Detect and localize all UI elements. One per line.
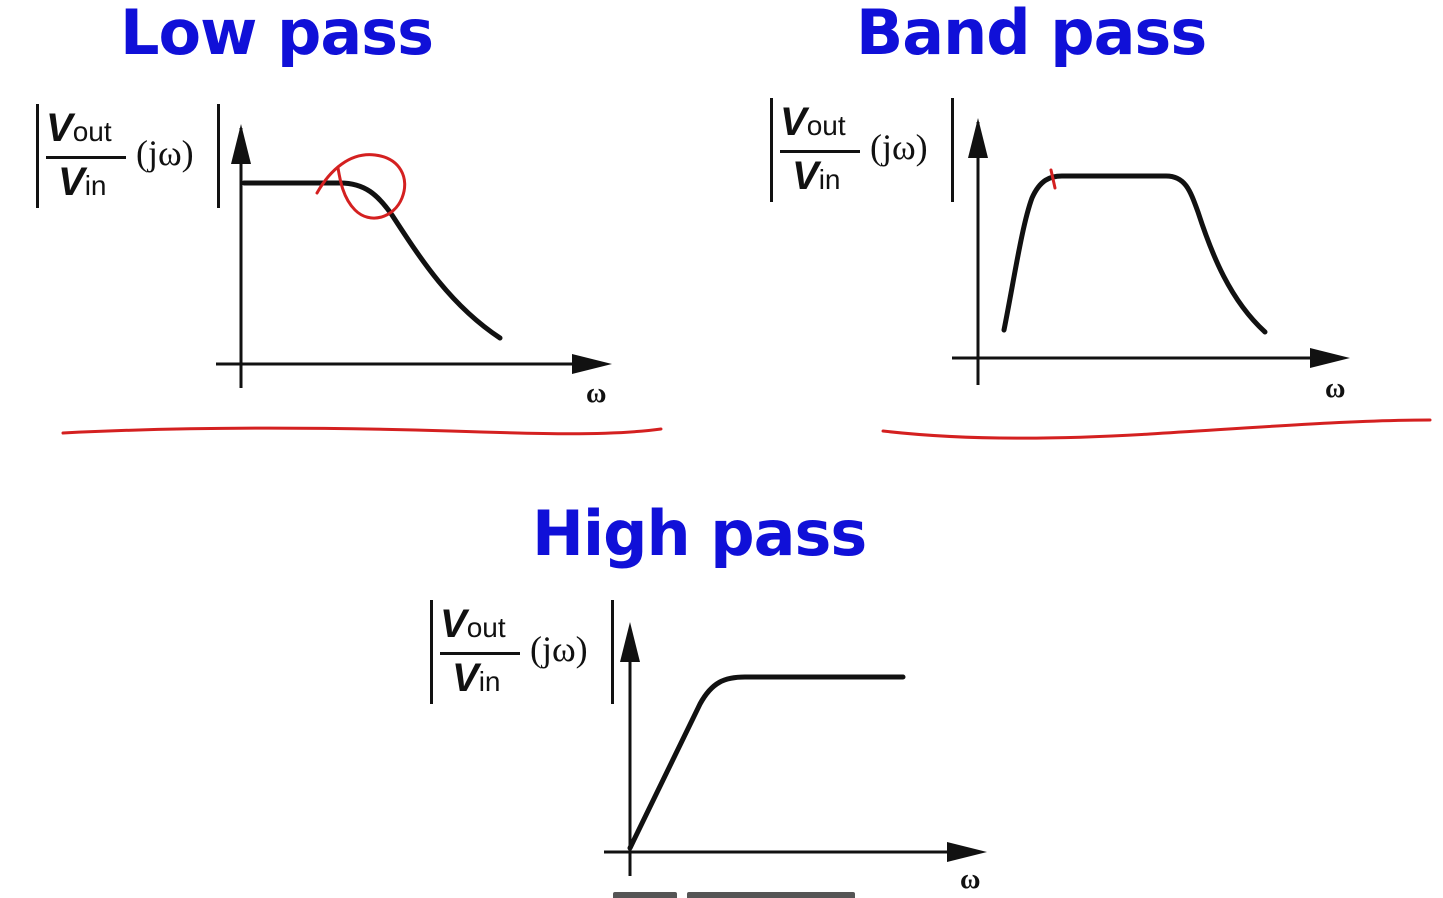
abs-bar-left xyxy=(430,600,433,704)
highpass-ylabel: Vout Vin (jω) xyxy=(430,600,630,710)
ylabel-numerator: Vout xyxy=(780,100,846,144)
bottom-toolbar-edge xyxy=(613,892,677,898)
abs-bar-left xyxy=(770,98,773,202)
highpass-title: High pass xyxy=(532,497,867,570)
lowpass-x-arrowhead xyxy=(572,354,612,374)
highpass-axes xyxy=(604,622,987,876)
ylabel-denominator: Vin xyxy=(792,154,841,198)
highpass-response-curve xyxy=(627,674,906,851)
ylabel-numerator: Vout xyxy=(440,602,506,646)
lowpass-underline-annotation xyxy=(61,426,663,436)
abs-bar-right xyxy=(217,104,220,208)
bandpass-response-curve xyxy=(1001,173,1268,335)
lowpass-y-arrowhead xyxy=(231,124,251,164)
ylabel-denominator: Vin xyxy=(452,656,501,700)
abs-bar-right xyxy=(951,98,954,202)
ylabel-numerator: Vout xyxy=(46,106,112,150)
abs-bar-right xyxy=(611,600,614,704)
fraction-line xyxy=(780,150,860,153)
highpass-x-arrowhead xyxy=(947,842,987,862)
lowpass-response-curve xyxy=(241,180,503,341)
bandpass-y-arrowhead xyxy=(968,118,988,158)
fraction-line xyxy=(440,652,520,655)
abs-bar-left xyxy=(36,104,39,208)
ylabel-argument: (jω) xyxy=(870,127,928,167)
lowpass-ylabel: Vout Vin (jω) xyxy=(36,104,236,214)
ylabel-argument: (jω) xyxy=(136,133,194,173)
lowpass-axes xyxy=(216,124,612,388)
bandpass-tick-annotation xyxy=(1049,168,1057,190)
fraction-line xyxy=(46,156,126,159)
lowpass-corner-circle-annotation xyxy=(315,153,407,220)
bandpass-ylabel: Vout Vin (jω) xyxy=(770,98,970,208)
lowpass-title: Low pass xyxy=(120,0,434,69)
bandpass-axes xyxy=(952,118,1350,385)
ylabel-argument: (jω) xyxy=(530,629,588,669)
bandpass-underline-annotation xyxy=(881,418,1432,440)
bandpass-xlabel: ω xyxy=(1325,373,1346,404)
highpass-y-arrowhead xyxy=(620,622,640,662)
bandpass-title: Band pass xyxy=(856,0,1207,69)
bandpass-x-arrowhead xyxy=(1310,348,1350,368)
ylabel-denominator: Vin xyxy=(58,160,107,204)
lowpass-xlabel: ω xyxy=(586,378,607,409)
bottom-toolbar-edge xyxy=(687,892,855,898)
highpass-xlabel: ω xyxy=(960,864,981,895)
